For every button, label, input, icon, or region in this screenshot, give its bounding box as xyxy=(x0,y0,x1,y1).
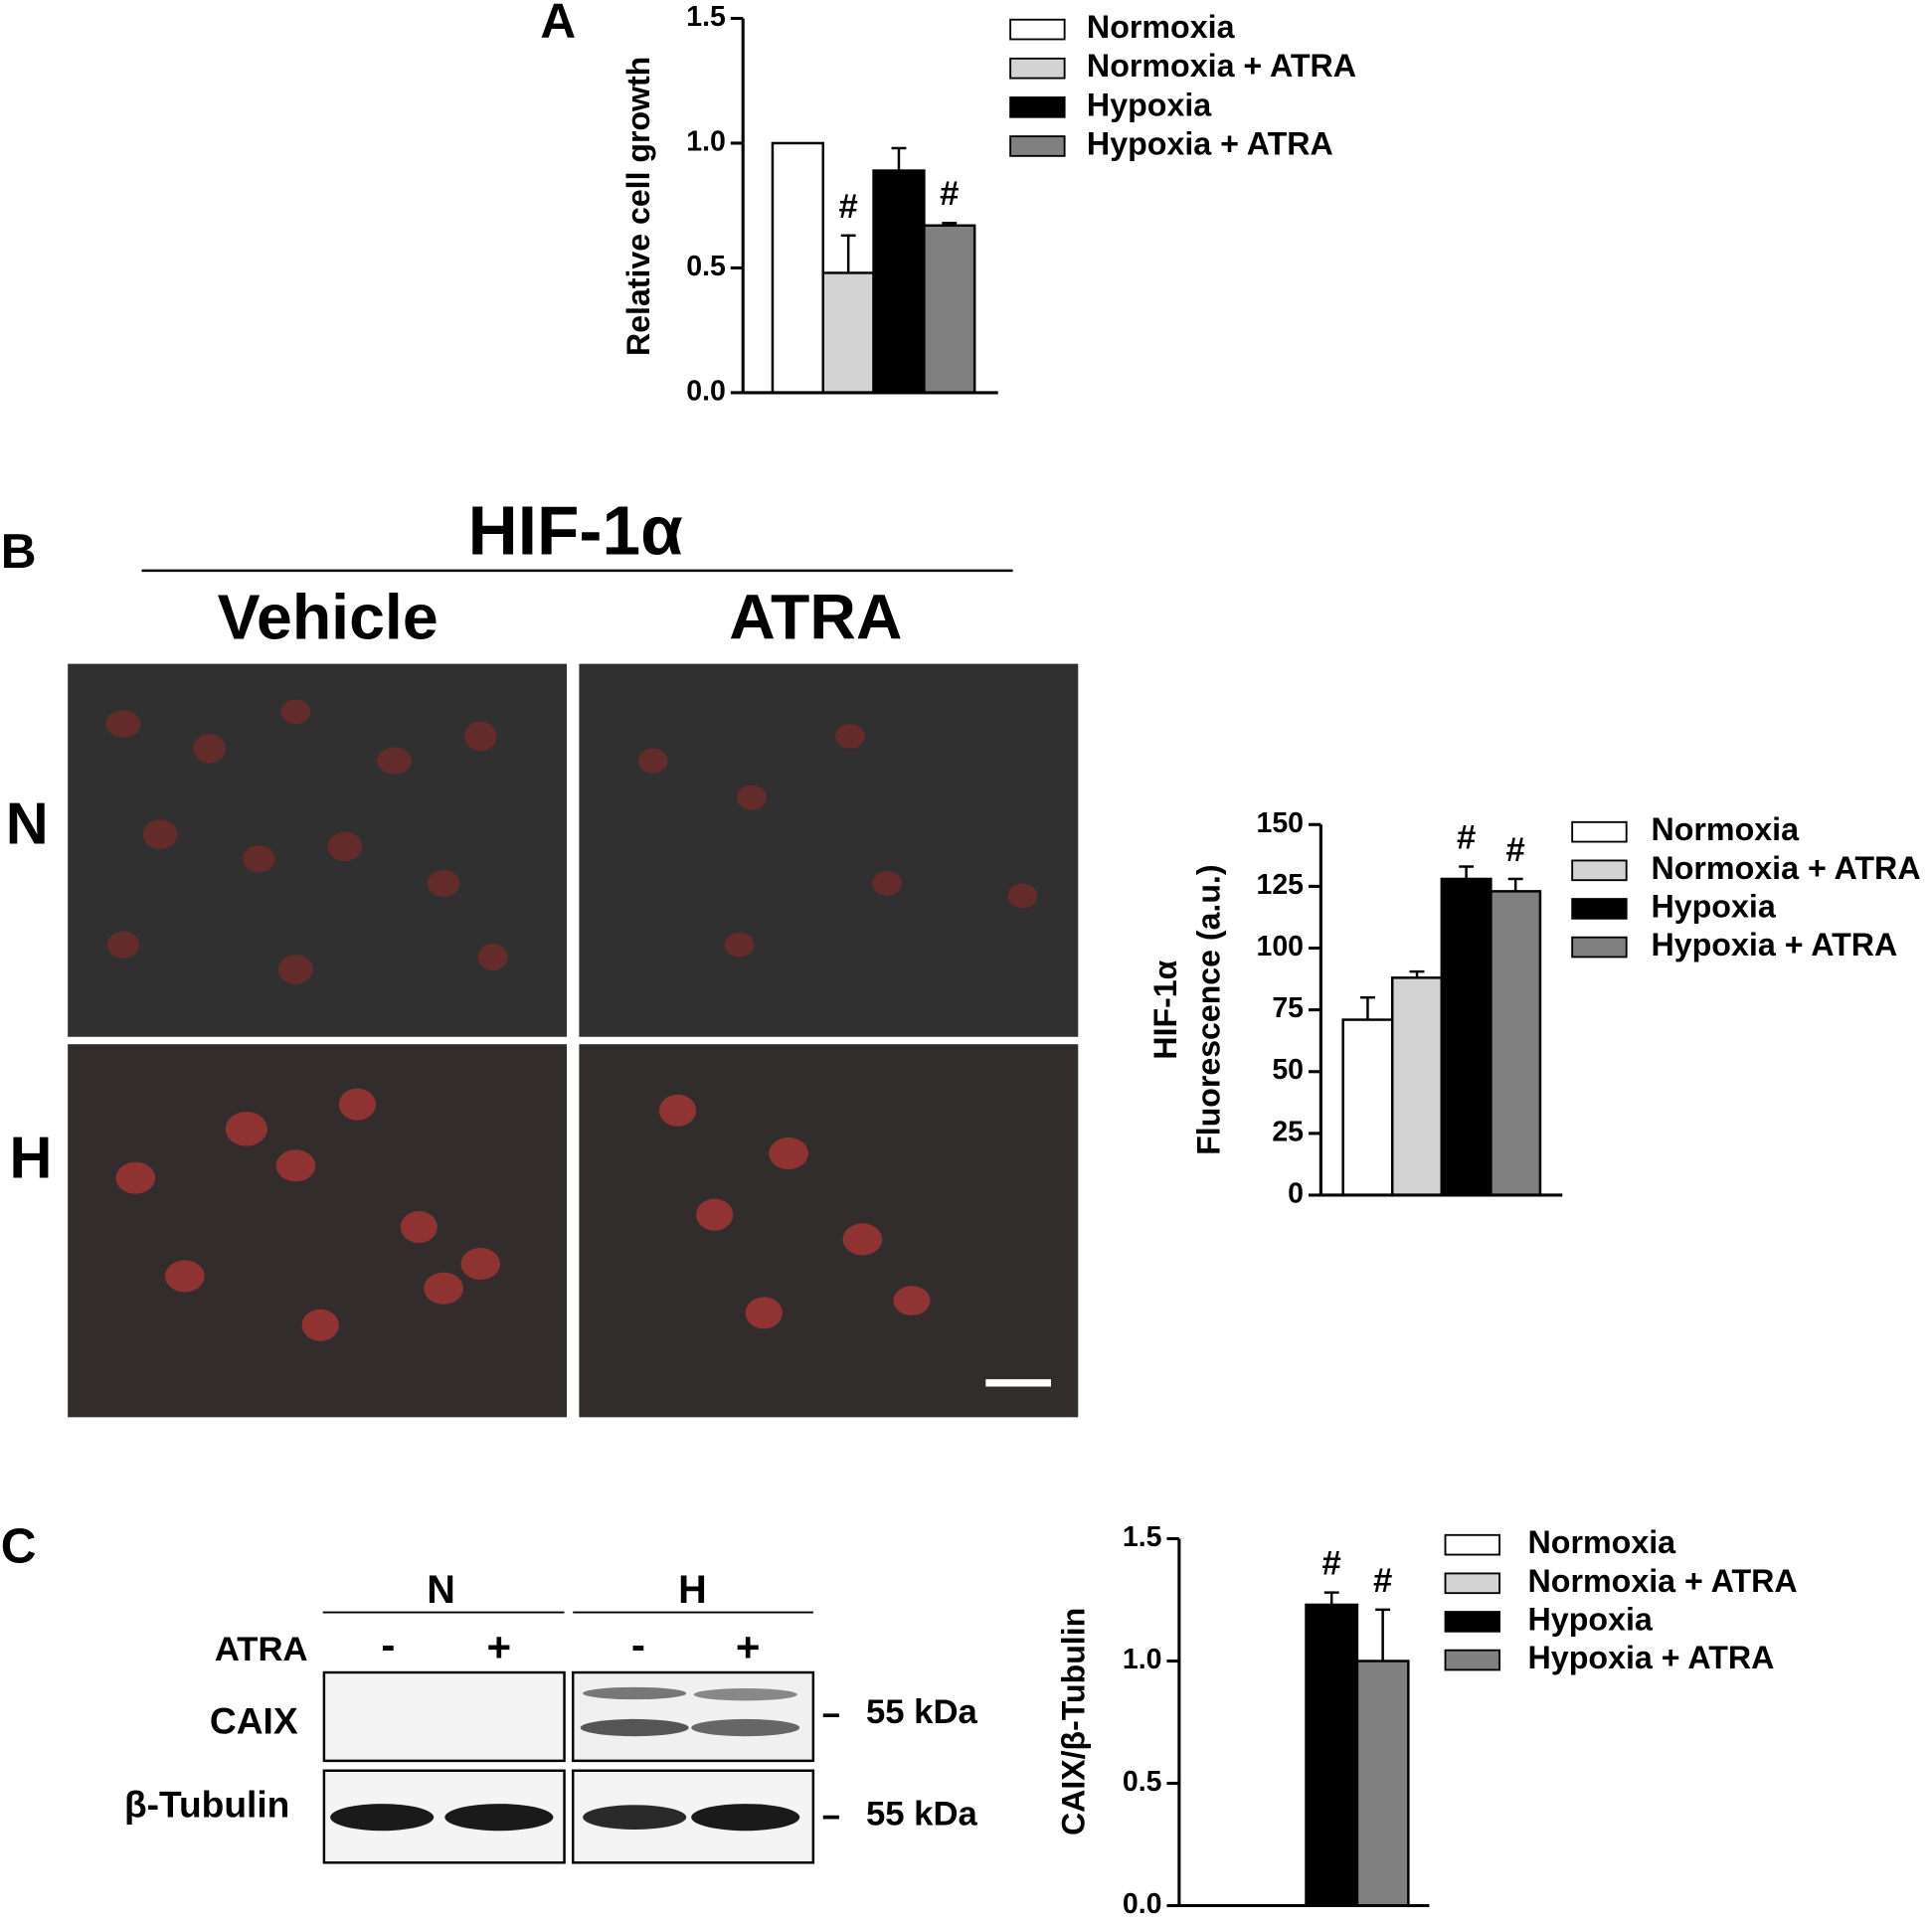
y-tick-label: 1.0 xyxy=(1123,1644,1162,1675)
size-label: 55 kDa xyxy=(866,1693,978,1731)
y-axis-label: HIF-1α xyxy=(1147,960,1183,1059)
y-tick-label: 75 xyxy=(1272,992,1304,1024)
cells xyxy=(105,699,1038,984)
lane-label: + xyxy=(487,1624,512,1670)
blot-box xyxy=(571,1670,815,1763)
treatment-label: ATRA xyxy=(215,1631,308,1668)
legend-label: Hypoxia xyxy=(1651,888,1776,924)
legend-label: Hypoxia xyxy=(1528,1601,1654,1637)
size-label: 55 kDa xyxy=(866,1796,978,1834)
significance-marker: # xyxy=(1457,819,1476,857)
legend-swatch xyxy=(1444,1611,1500,1633)
column-label: Vehicle xyxy=(218,582,439,653)
legend-swatch xyxy=(1444,1649,1500,1671)
legend-swatch xyxy=(1571,820,1628,843)
bar xyxy=(923,224,976,395)
legend-label: Normoxia xyxy=(1651,811,1800,847)
legend-label: Normoxia + ATRA xyxy=(1651,850,1920,886)
bar xyxy=(1490,890,1542,1197)
lane-label: - xyxy=(631,1622,645,1668)
significance-marker: # xyxy=(940,175,959,213)
micrograph xyxy=(68,663,568,1037)
legend-label: Hypoxia + ATRA xyxy=(1087,126,1333,162)
legend-label: Hypoxia + ATRA xyxy=(1528,1640,1775,1675)
legend-label: Normoxia + ATRA xyxy=(1528,1563,1798,1599)
significance-marker: # xyxy=(1322,1545,1341,1583)
legend-swatch xyxy=(1444,1572,1500,1595)
panel-label: B xyxy=(1,524,37,579)
legend-label: Normoxia xyxy=(1087,9,1236,45)
y-tick-label: 1.5 xyxy=(1123,1521,1162,1553)
y-axis-label: Fluorescence (a.u.) xyxy=(1191,864,1227,1154)
bar xyxy=(1440,877,1493,1197)
panel-label: C xyxy=(1,1519,37,1574)
micrograph xyxy=(68,1044,568,1418)
legend-label: Normoxia xyxy=(1528,1524,1677,1560)
y-tick-label: 25 xyxy=(1272,1116,1304,1147)
y-tick-label: 0.5 xyxy=(1123,1766,1162,1798)
y-tick-label: 150 xyxy=(1256,807,1304,839)
bar xyxy=(1305,1603,1359,1907)
significance-marker: # xyxy=(839,188,858,226)
bar xyxy=(771,141,824,395)
legend-swatch xyxy=(1444,1533,1500,1556)
y-tick-label: 0 xyxy=(1288,1178,1304,1210)
panel-label: A xyxy=(540,0,576,49)
significance-marker: # xyxy=(1373,1562,1392,1600)
y-axis-label: Relative cell growth xyxy=(620,57,656,356)
legend-swatch xyxy=(1009,18,1066,41)
column-label: ATRA xyxy=(729,582,902,653)
micrograph xyxy=(579,1044,1079,1418)
legend-swatch xyxy=(1571,898,1628,920)
lane-label: + xyxy=(736,1624,761,1670)
bar xyxy=(872,169,926,395)
y-tick-label: 0.0 xyxy=(686,375,726,407)
cells xyxy=(115,1088,931,1341)
bands xyxy=(330,1686,800,1832)
legend-swatch xyxy=(1571,859,1628,882)
legend-swatch xyxy=(1009,96,1066,118)
significance-marker: # xyxy=(1506,831,1525,869)
y-axis-label: CAIX/β-Tubulin xyxy=(1055,1608,1091,1836)
legend-label: Hypoxia + ATRA xyxy=(1651,927,1897,962)
legend-label: Normoxia + ATRA xyxy=(1087,48,1356,84)
y-tick-label: 50 xyxy=(1272,1054,1304,1086)
bar xyxy=(1355,1660,1410,1907)
legend-swatch xyxy=(1009,135,1066,157)
y-tick-label: 1.0 xyxy=(686,126,726,158)
y-tick-label: 1.5 xyxy=(686,1,726,33)
protein-label: β-Tubulin xyxy=(124,1784,289,1826)
row-label: N xyxy=(6,790,49,857)
y-tick-label: 0.5 xyxy=(686,251,726,282)
blot-group: H xyxy=(678,1568,707,1612)
legend-label: Hypoxia xyxy=(1087,87,1212,122)
y-tick-label: 0.0 xyxy=(1123,1888,1162,1920)
micrograph xyxy=(579,663,1079,1037)
legend-swatch xyxy=(1009,57,1066,80)
y-tick-label: 125 xyxy=(1256,869,1304,901)
y-tick-label: 100 xyxy=(1256,931,1304,962)
blot-box xyxy=(322,1670,566,1763)
protein-label: CAIX xyxy=(210,1700,298,1742)
legend-swatch xyxy=(1571,936,1628,959)
blot-group: N xyxy=(427,1568,455,1612)
bar xyxy=(1391,976,1444,1197)
row-label: H xyxy=(10,1124,53,1190)
hif-title: HIF-1α xyxy=(468,492,683,570)
bar xyxy=(821,271,875,395)
lane-label: - xyxy=(381,1622,395,1668)
micrographs xyxy=(68,663,1079,1418)
bar xyxy=(1341,1018,1394,1197)
